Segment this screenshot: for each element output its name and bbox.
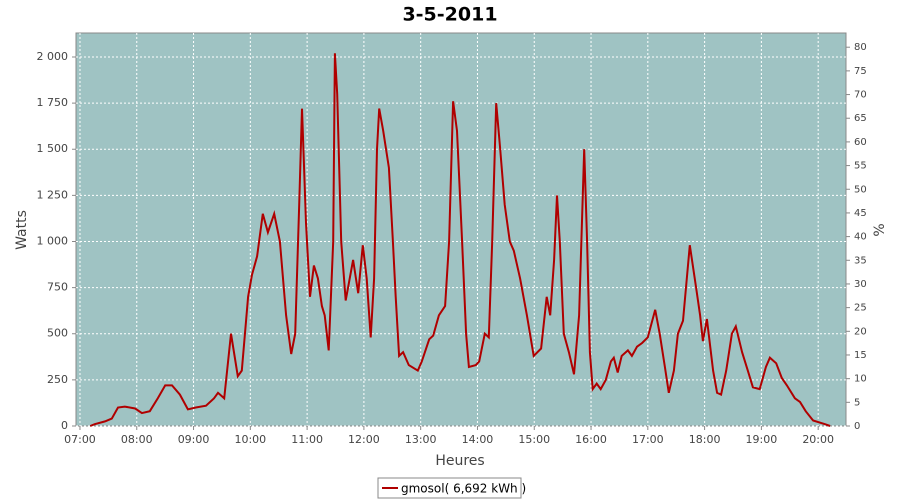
- y2-tick-label: 55: [854, 161, 867, 172]
- x-tick-label: 09:00: [178, 433, 210, 446]
- y2-tick-label: 10: [854, 374, 867, 385]
- x-tick-label: 15:00: [518, 433, 550, 446]
- x-axis-label: Heures: [435, 453, 484, 469]
- y-tick-label: 500: [47, 327, 68, 340]
- legend-label: gmosol( 6,692 kWh ): [401, 482, 526, 496]
- x-tick-label: 08:00: [121, 433, 153, 446]
- y2-tick-label: 15: [854, 350, 867, 361]
- x-tick-label: 16:00: [575, 433, 607, 446]
- data-line: [89, 53, 831, 427]
- y-tick-label: 1 500: [37, 142, 69, 155]
- y-axis-label: Watts: [14, 210, 30, 250]
- x-tick-label: 18:00: [689, 433, 721, 446]
- y2-tick-label: 80: [854, 42, 867, 53]
- x-tick-label: 10:00: [234, 433, 266, 446]
- x-tick-label: 11:00: [291, 433, 323, 446]
- y2-tick-label: 30: [854, 279, 867, 290]
- x-tick-label: 19:00: [746, 433, 778, 446]
- y2-tick-label: 50: [854, 184, 867, 195]
- x-tick-label: 17:00: [632, 433, 664, 446]
- y2-tick-label: 45: [854, 208, 867, 219]
- x-tick-label: 12:00: [348, 433, 380, 446]
- y-tick-label: 750: [47, 281, 68, 294]
- y2-tick-label: 70: [854, 90, 867, 101]
- y2-tick-label: 65: [854, 113, 867, 124]
- y-tick-label: 1 250: [37, 188, 69, 201]
- y-tick-label: 1 000: [37, 234, 69, 247]
- y-tick-label: 250: [47, 373, 68, 386]
- chart-title: 3-5-2011: [402, 4, 497, 26]
- y2-tick-label: 35: [854, 255, 867, 266]
- x-tick-label: 13:00: [405, 433, 437, 446]
- y2-tick-label: 60: [854, 137, 867, 148]
- y2-tick-label: 75: [854, 66, 867, 77]
- y2-axis-label: %: [872, 223, 888, 236]
- y2-tick-label: 5: [854, 397, 860, 408]
- x-tick-label: 07:00: [64, 433, 96, 446]
- y2-tick-label: 20: [854, 326, 867, 337]
- y2-tick-label: 40: [854, 232, 867, 243]
- y-tick-label: 1 750: [37, 96, 69, 109]
- y2-tick-label: 25: [854, 303, 867, 314]
- y2-tick-label: 0: [854, 421, 860, 432]
- legend-box: [377, 477, 522, 499]
- x-tick-label: 20:00: [802, 433, 834, 446]
- y-tick-label: 0: [61, 419, 68, 432]
- y-tick-label: 2 000: [37, 50, 69, 63]
- x-tick-label: 14:00: [462, 433, 494, 446]
